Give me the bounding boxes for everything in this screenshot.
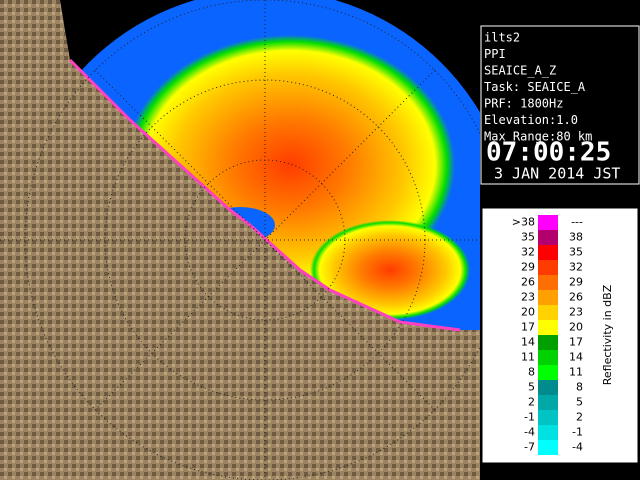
info-line: PPI: [484, 47, 506, 61]
legend-to: ---: [571, 216, 583, 229]
legend-from: 11: [521, 351, 535, 364]
coast-clutter: [68, 58, 461, 332]
legend-from: -4: [524, 426, 535, 439]
echo-region: [310, 220, 470, 320]
legend-from: 8: [528, 366, 535, 379]
legend-to: 23: [569, 306, 583, 319]
legend-swatch: [538, 410, 558, 425]
legend-from: 17: [521, 321, 535, 334]
legend-to: 14: [569, 351, 583, 364]
legend-swatch: [538, 275, 558, 290]
legend-to: 26: [569, 291, 583, 304]
legend-from: 35: [521, 231, 535, 244]
legend-to: 8: [576, 381, 583, 394]
legend-swatch: [538, 290, 558, 305]
legend-from: 26: [521, 276, 535, 289]
time: 07:00:25: [486, 138, 611, 168]
info-text: ilts2 PPI SEAICE_A_Z Task: SEAICE_A PRF: 180…: [484, 31, 592, 144]
radar-map: [0, 0, 480, 480]
legend-swatch: [538, 350, 558, 365]
legend-swatch: [538, 305, 558, 320]
legend-from: 14: [521, 336, 535, 349]
legend-from: -7: [524, 441, 535, 454]
legend-swatch: [538, 215, 558, 230]
legend-to: 5: [576, 396, 583, 409]
legend-box: [481, 207, 639, 464]
legend-to: 32: [569, 261, 583, 274]
legend-swatch: [538, 230, 558, 245]
info-line: SEAICE_A_Z: [484, 64, 556, 78]
info-line: Elevation:1.0: [484, 113, 578, 127]
legend-to: 35: [569, 246, 583, 259]
legend-swatch: [538, 245, 558, 260]
legend-from: 29: [521, 261, 535, 274]
legend-from: 5: [528, 381, 535, 394]
legend-from: 20: [521, 306, 535, 319]
legend-to: 29: [569, 276, 583, 289]
range-rings: [0, 0, 480, 480]
legend: >38 --- 35 38 32 35 29 32 26 29 23 26 20 23 17 20 14 17 11…: [512, 215, 583, 455]
legend-swatch: [538, 335, 558, 350]
legend-swatch: [538, 380, 558, 395]
legend-from: 32: [521, 246, 535, 259]
legend-from: >38: [512, 216, 535, 229]
legend-to: 2: [576, 411, 583, 424]
info-panel: [480, 25, 640, 185]
date: 3 JAN 2014 JST: [494, 165, 620, 183]
info-line: PRF: 1800Hz: [484, 97, 563, 111]
legend-swatch: [538, 365, 558, 380]
legend-from: 23: [521, 291, 535, 304]
legend-swatch: [538, 260, 558, 275]
legend-to: 38: [569, 231, 583, 244]
legend-swatch: [538, 440, 558, 455]
legend-to: 17: [569, 336, 583, 349]
legend-to: 20: [569, 321, 583, 334]
legend-title: Reflectivity in dBZ: [601, 284, 614, 385]
legend-swatch: [538, 395, 558, 410]
info-line: Task: SEAICE_A: [484, 80, 586, 94]
info-line: Max Range:80 km: [484, 130, 592, 144]
legend-to: -1: [572, 426, 583, 439]
legend-to: -4: [572, 441, 583, 454]
legend-from: 2: [528, 396, 535, 409]
legend-swatch: [538, 320, 558, 335]
legend-from: -1: [524, 411, 535, 424]
legend-swatch: [538, 425, 558, 440]
legend-to: 11: [569, 366, 583, 379]
info-line: ilts2: [484, 31, 520, 45]
